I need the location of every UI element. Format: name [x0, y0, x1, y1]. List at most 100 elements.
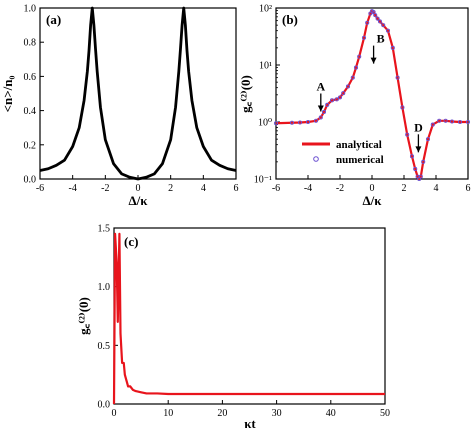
panel-a-y-axis-label: <n>/n₀ — [0, 76, 15, 113]
x-tick-label: -2 — [101, 183, 109, 194]
x-tick-label: 6 — [466, 183, 471, 194]
numerical-point — [373, 13, 378, 18]
annotation-label: D — [414, 120, 423, 134]
numerical-point — [318, 115, 323, 120]
numerical-point — [329, 98, 335, 103]
panel-b-y-axis-label: g꜀⁽²⁾(0) — [238, 75, 253, 113]
x-tick-label: 2 — [168, 183, 173, 194]
x-tick-label: 10 — [163, 408, 173, 419]
y-tick-label: 0.8 — [24, 38, 37, 49]
panel-a-series — [39, 6, 237, 181]
panel-b-y-ticks: 10⁻¹ 10⁰ 10¹ 10² — [254, 4, 280, 186]
x-tick-label: 20 — [217, 408, 227, 419]
annotation-arrowhead — [317, 105, 324, 112]
annotation-arrowhead — [370, 57, 377, 64]
y-tick-label: 0.2 — [24, 140, 37, 151]
numerical-point — [377, 19, 383, 24]
panel-a: -6 -4 -2 0 2 4 6 0.0 0.2 0.4 0.6 0.8 1.0 (a) Δ/κ <n… — [0, 4, 239, 209]
y-tick-label: 0.6 — [24, 72, 37, 83]
numerical-point — [361, 35, 367, 40]
numerical-point — [390, 45, 395, 50]
annotation-arrowhead — [415, 146, 422, 153]
y-tick-label: 0.0 — [98, 400, 111, 411]
legend-numerical-swatch — [313, 156, 319, 162]
panel-c-label: (c) — [124, 234, 138, 249]
numerical-point — [395, 75, 400, 80]
numerical-point — [400, 105, 405, 110]
annotation-label: B — [377, 32, 385, 46]
y-tick-label: 1.0 — [98, 282, 111, 293]
y-tick-label: 1.5 — [98, 224, 111, 235]
panel-b-x-axis-label: Δ/κ — [363, 193, 383, 208]
x-tick-label: 2 — [402, 183, 407, 194]
x-tick-label: -6 — [272, 183, 280, 194]
annotation-label: A — [316, 80, 325, 94]
numerical-point — [443, 118, 448, 123]
numerical-point — [350, 75, 355, 80]
series-line — [112, 232, 385, 405]
numerical-point — [425, 137, 431, 142]
panel-c-y-axis-label: g꜀⁽²⁾(0) — [76, 297, 91, 335]
numerical-point — [413, 166, 418, 172]
x-tick-label: 4 — [434, 183, 439, 194]
numerical-point — [418, 174, 423, 179]
numerical-point — [297, 120, 303, 125]
numerical-point — [345, 84, 351, 89]
x-tick-label: -4 — [304, 183, 312, 194]
numerical-point — [341, 91, 346, 96]
x-tick-label: -6 — [36, 183, 44, 194]
numerical-point — [449, 119, 455, 124]
panel-b-annotations: A B D — [316, 32, 423, 153]
x-tick-label: 50 — [380, 408, 390, 419]
x-tick-label: 30 — [272, 408, 282, 419]
x-tick-label: 40 — [326, 408, 336, 419]
numerical-point — [409, 154, 415, 159]
numerical-point — [305, 119, 311, 125]
y-tick-label: 0.0 — [24, 175, 37, 186]
numerical-point — [325, 102, 330, 107]
numerical-point — [437, 118, 442, 123]
numerical-point — [313, 118, 319, 123]
x-tick-label: 0 — [112, 408, 117, 419]
panel-b-x-ticks: -6 -4 -2 0 2 4 6 — [272, 175, 471, 194]
numerical-point — [421, 159, 426, 164]
analytical-line — [275, 10, 468, 181]
panel-b-legend: analytical numerical — [302, 139, 384, 166]
x-tick-label: -2 — [336, 183, 344, 194]
y-tick-label: 10⁰ — [258, 118, 272, 129]
panel-a-x-axis-label: Δ/κ — [129, 193, 149, 208]
panel-c: 0 10 20 30 40 50 0.0 0.5 1.0 1.5 (c) κt g꜀⁽²⁾(0) — [76, 224, 390, 431]
numerical-point — [289, 120, 295, 125]
panel-c-series — [112, 232, 385, 405]
numerical-point — [457, 119, 463, 125]
x-tick-label: 4 — [201, 183, 206, 194]
numerical-point — [357, 54, 362, 59]
panel-b: -6 -4 -2 0 2 4 6 10⁻¹ 10⁰ 10¹ 10² A B D (b) Δ/κ g꜀⁽… — [238, 4, 471, 209]
y-tick-label: 1.0 — [24, 4, 37, 15]
numerical-point — [273, 121, 279, 126]
numerical-point — [321, 109, 327, 115]
x-tick-label: 0 — [136, 183, 141, 194]
numerical-point — [334, 97, 339, 102]
panel-a-y-ticks: 0.0 0.2 0.4 0.6 0.8 1.0 — [24, 4, 44, 186]
numerical-point — [430, 122, 435, 127]
x-tick-label: 6 — [234, 183, 239, 194]
panel-b-label: (b) — [282, 12, 298, 27]
y-tick-label: 0.5 — [98, 341, 111, 352]
numerical-point — [375, 16, 380, 21]
numerical-point — [365, 20, 370, 25]
panel-a-label: (a) — [46, 12, 61, 27]
legend-analytical-label: analytical — [336, 139, 382, 151]
legend-numerical-label: numerical — [336, 154, 384, 166]
y-tick-label: 10⁻¹ — [254, 175, 272, 186]
numerical-point — [465, 119, 471, 125]
numerical-point — [371, 9, 376, 15]
panel-c-x-axis-label: κt — [244, 416, 256, 431]
y-tick-label: 10² — [259, 4, 272, 15]
panel-b-series — [273, 9, 471, 182]
y-tick-label: 0.4 — [24, 106, 37, 117]
x-tick-label: -4 — [68, 183, 76, 194]
x-tick-label: 0 — [370, 183, 375, 194]
numerical-point — [385, 28, 391, 33]
